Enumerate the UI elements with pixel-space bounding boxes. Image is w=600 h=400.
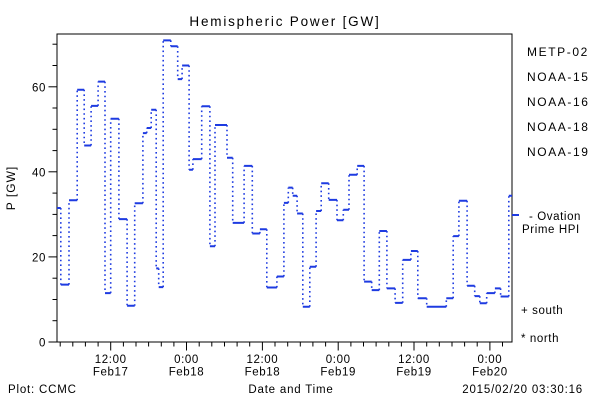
legend-item-noaa-16: NOAA-16 <box>527 95 590 109</box>
x-tick-date-label: Feb17 <box>93 367 129 379</box>
x-tick-time-label: 12:00 <box>398 354 430 366</box>
hpi-step-horizontals <box>57 39 512 308</box>
x-tick-date-label: Feb20 <box>472 367 508 379</box>
legend-item-noaa-19: NOAA-19 <box>527 145 590 159</box>
x-axis-label: Date and Time <box>248 384 333 396</box>
x-tick-time-label: 12:00 <box>247 354 279 366</box>
ovation-label-line2: Prime HPI <box>522 224 580 236</box>
x-tick-time-label: 0:00 <box>326 354 351 366</box>
y-tick-label: 40 <box>32 167 46 179</box>
axes: 020406012:00Feb170:00Feb1812:00Feb180:00… <box>32 33 513 379</box>
north-marker-label: * north <box>521 333 559 345</box>
south-marker-label: + south <box>521 305 563 317</box>
legend-item-noaa-18: NOAA-18 <box>527 120 590 134</box>
legend-item-metp-02: METP-02 <box>527 45 589 59</box>
hpi-step-verticals <box>60 40 510 307</box>
x-tick-date-label: Feb18 <box>169 367 205 379</box>
y-tick-label: 20 <box>32 252 46 264</box>
y-tick-label: 0 <box>39 338 46 350</box>
x-tick-date-label: Feb18 <box>245 367 281 379</box>
x-tick-time-label: 0:00 <box>174 354 199 366</box>
y-tick-label: 60 <box>32 82 46 94</box>
plot-frame <box>56 33 513 343</box>
y-axis-label: P [GW] <box>4 166 18 210</box>
legend-item-noaa-15: NOAA-15 <box>527 70 590 84</box>
x-tick-date-label: Feb19 <box>320 367 356 379</box>
data-series-ovation-prime-hpi <box>57 39 512 308</box>
x-tick-time-label: 12:00 <box>95 354 127 366</box>
timestamp-label: 2015/02/20 03:30:16 <box>462 384 583 396</box>
ovation-label-line1: - Ovation <box>529 211 581 223</box>
plot-source-label: Plot: CCMC <box>8 384 77 396</box>
chart-title: Hemispheric Power [GW] <box>189 14 380 29</box>
x-tick-date-label: Feb19 <box>396 367 432 379</box>
x-tick-time-label: 0:00 <box>478 354 503 366</box>
